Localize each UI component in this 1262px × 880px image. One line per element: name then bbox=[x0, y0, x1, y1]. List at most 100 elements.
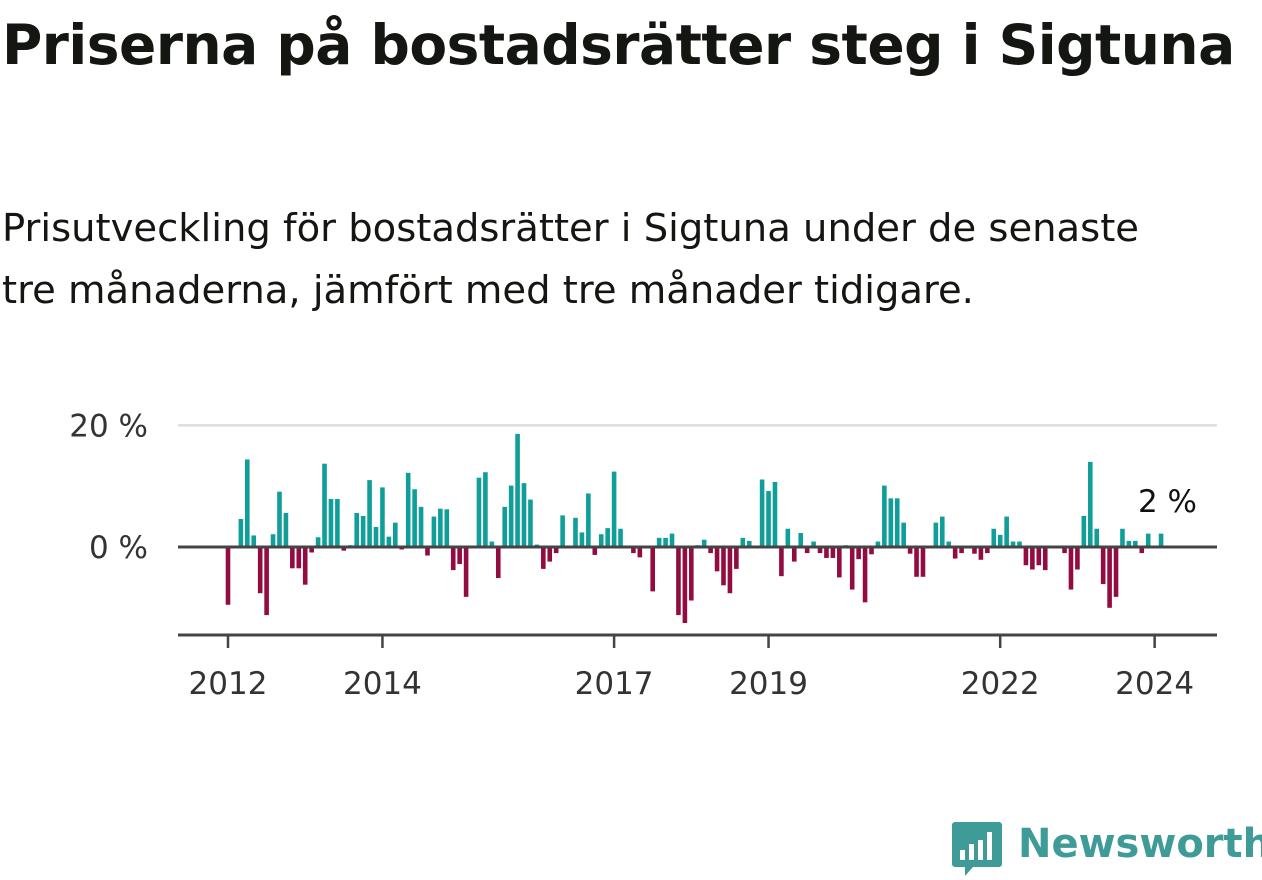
bar bbox=[412, 489, 417, 547]
bar bbox=[669, 533, 675, 547]
bar bbox=[708, 547, 713, 554]
x-tick-label: 2012 bbox=[189, 666, 268, 702]
bar bbox=[225, 547, 231, 605]
bar bbox=[360, 515, 366, 547]
bar bbox=[907, 547, 913, 554]
bar bbox=[373, 526, 379, 547]
x-tick-label: 2024 bbox=[1115, 666, 1194, 702]
bar bbox=[849, 547, 855, 590]
bar bbox=[1036, 547, 1042, 566]
bar bbox=[553, 547, 559, 554]
axis-labels: 0 % 20 % 2012 2014 2017 2019 2022 2024 2 % bbox=[69, 408, 1197, 702]
bar bbox=[1004, 516, 1009, 547]
bar bbox=[1075, 547, 1080, 570]
bar bbox=[824, 547, 829, 558]
bar bbox=[592, 547, 598, 555]
bar bbox=[380, 487, 385, 547]
bar bbox=[251, 535, 257, 547]
bar bbox=[257, 547, 263, 594]
bar bbox=[637, 547, 643, 558]
y-tick-label: 20 % bbox=[69, 408, 148, 444]
bar bbox=[1094, 528, 1100, 547]
bar bbox=[418, 506, 424, 547]
bar bbox=[952, 547, 958, 559]
bar bbox=[798, 533, 804, 547]
x-tick-label: 2014 bbox=[343, 666, 422, 702]
bar bbox=[920, 547, 926, 577]
bar bbox=[1120, 528, 1125, 547]
bar bbox=[804, 547, 810, 554]
bar bbox=[972, 547, 977, 554]
bar bbox=[811, 541, 816, 547]
bar bbox=[894, 498, 900, 547]
bar bbox=[618, 528, 623, 547]
bar bbox=[817, 547, 823, 554]
bar bbox=[277, 491, 282, 547]
bar bbox=[405, 472, 411, 547]
bar bbox=[1145, 533, 1151, 547]
bar bbox=[515, 433, 520, 547]
bar bbox=[438, 508, 443, 547]
x-tick-label: 2022 bbox=[961, 666, 1040, 702]
chart-title: Priserna på bostadsrätter steg i Sigtuna bbox=[2, 13, 1235, 77]
bar bbox=[997, 534, 1003, 547]
bar bbox=[830, 547, 836, 558]
bar bbox=[1107, 547, 1112, 608]
bar bbox=[631, 547, 636, 554]
bar bbox=[856, 547, 861, 560]
x-tick-label: 2019 bbox=[729, 666, 808, 702]
bar bbox=[1042, 547, 1048, 571]
bar bbox=[714, 547, 720, 572]
bar bbox=[1062, 547, 1067, 554]
bar bbox=[283, 512, 289, 547]
bar bbox=[901, 522, 906, 547]
bar bbox=[296, 547, 302, 569]
bar bbox=[779, 547, 784, 577]
bar bbox=[727, 547, 733, 594]
bar bbox=[978, 547, 984, 560]
x-tick-label: 2017 bbox=[575, 666, 654, 702]
bar bbox=[734, 547, 739, 569]
bar bbox=[341, 547, 347, 551]
bar bbox=[862, 547, 868, 603]
latest-value-label: 2 % bbox=[1138, 484, 1197, 520]
bar bbox=[450, 547, 456, 571]
bar bbox=[740, 537, 746, 547]
bar bbox=[270, 534, 276, 547]
bar bbox=[914, 547, 919, 577]
bar bbox=[322, 463, 327, 547]
bar bbox=[309, 547, 314, 553]
bar bbox=[290, 547, 295, 569]
bar bbox=[869, 547, 874, 555]
bar bbox=[444, 509, 450, 547]
bar bbox=[746, 540, 752, 547]
bar bbox=[1133, 540, 1138, 547]
bar bbox=[837, 547, 842, 578]
bar bbox=[959, 547, 964, 554]
bar bbox=[431, 516, 437, 547]
bar bbox=[888, 498, 894, 547]
axes bbox=[178, 545, 1217, 648]
bar bbox=[721, 547, 726, 586]
bar bbox=[1087, 461, 1093, 547]
bar bbox=[991, 528, 997, 547]
bar bbox=[875, 541, 881, 547]
chart-subtitle: Prisutveckling för bostadsrätter i Sigtu… bbox=[2, 206, 1139, 313]
bar bbox=[560, 515, 565, 547]
bar bbox=[238, 519, 244, 547]
bar bbox=[985, 547, 990, 554]
bar bbox=[586, 493, 591, 547]
bar bbox=[547, 547, 553, 562]
bar bbox=[264, 547, 269, 616]
brand-name: Newsworthy bbox=[1018, 821, 1262, 867]
bar bbox=[1017, 541, 1022, 547]
bar bbox=[573, 517, 578, 547]
bar bbox=[483, 472, 488, 547]
bar bbox=[528, 499, 533, 547]
bar bbox=[489, 541, 495, 547]
newsworthy-chart-bubble-icon bbox=[952, 822, 1002, 876]
bar bbox=[598, 534, 604, 547]
bar bbox=[772, 481, 778, 547]
bar bbox=[882, 485, 887, 547]
